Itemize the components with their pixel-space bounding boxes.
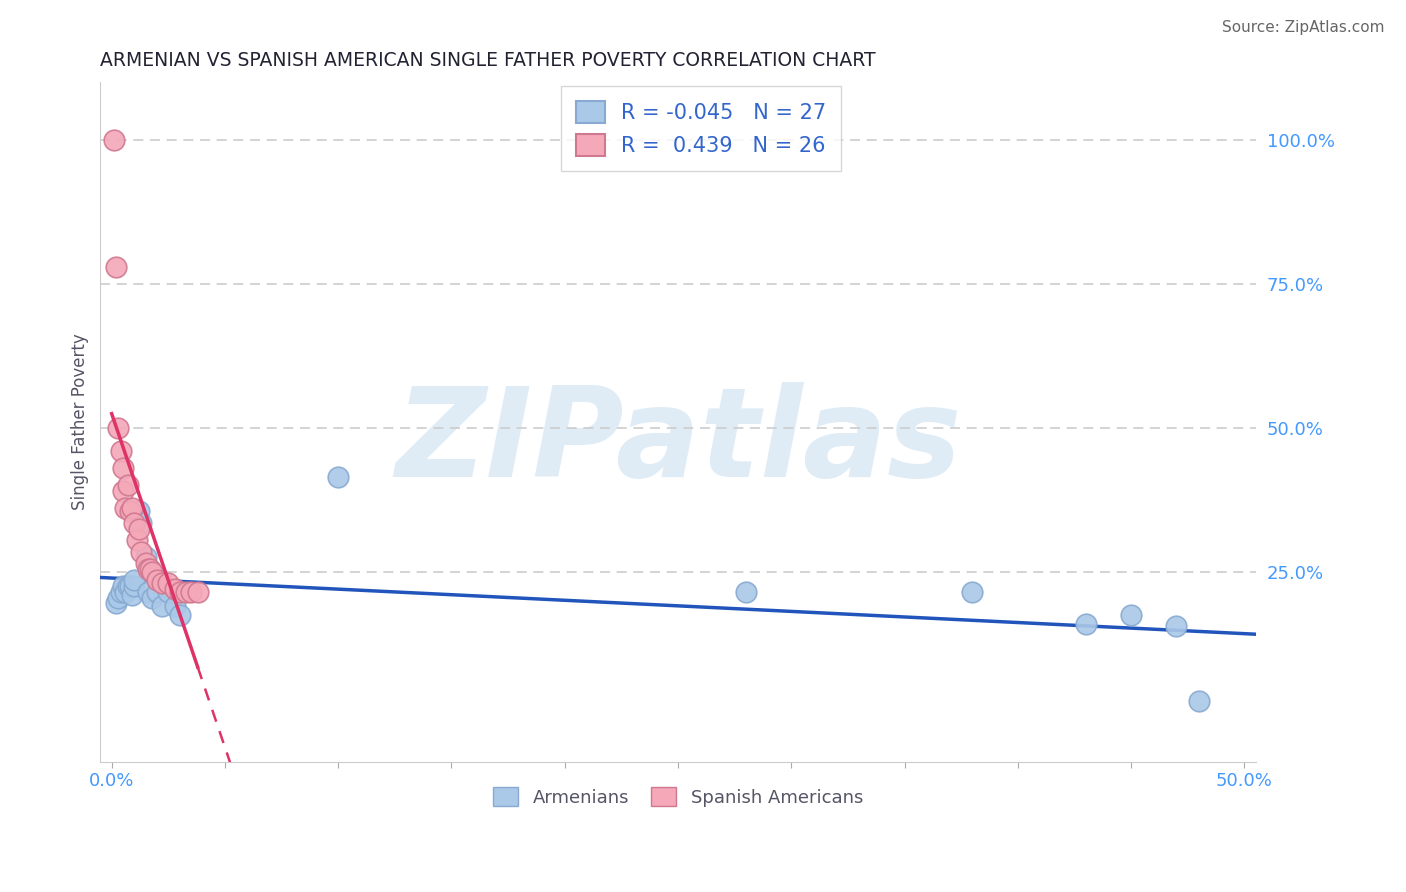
Point [105, 596, 128, 610]
Point [105, 260, 128, 274]
Point [962, 585, 984, 599]
Point [125, 533, 148, 547]
Point [129, 516, 152, 530]
Point [1074, 616, 1097, 631]
Legend: Armenians, Spanish Americans: Armenians, Spanish Americans [486, 780, 870, 814]
Point [135, 556, 157, 570]
Point [110, 443, 132, 458]
Point [187, 585, 209, 599]
Text: Source: ZipAtlas.com: Source: ZipAtlas.com [1222, 20, 1385, 35]
Point [128, 504, 150, 518]
Point [176, 585, 198, 599]
Point [1188, 694, 1211, 708]
Point [128, 522, 150, 536]
Point [141, 591, 163, 605]
Point [1166, 619, 1188, 633]
Point [169, 607, 191, 622]
Text: ZIPatlas: ZIPatlas [395, 382, 962, 503]
Point [157, 585, 180, 599]
Point [107, 591, 129, 605]
Point [114, 585, 136, 599]
Point [124, 516, 146, 530]
Point [118, 504, 141, 518]
Point [124, 574, 146, 588]
Point [146, 574, 169, 588]
Point [114, 501, 136, 516]
Point [136, 585, 159, 599]
Point [165, 582, 187, 596]
Point [150, 599, 173, 614]
Point [111, 579, 134, 593]
Point [1119, 607, 1142, 622]
Point [111, 484, 134, 499]
Point [129, 544, 152, 558]
Point [124, 579, 146, 593]
Point [141, 565, 163, 579]
Point [118, 579, 141, 593]
Point [121, 501, 143, 516]
Point [111, 461, 134, 475]
Point [103, 133, 125, 147]
Point [169, 585, 191, 599]
Point [328, 469, 350, 483]
Point [735, 585, 758, 599]
Point [157, 576, 180, 591]
Point [146, 585, 169, 599]
Point [117, 579, 139, 593]
Point [117, 478, 139, 492]
Point [107, 421, 129, 435]
Y-axis label: Single Father Poverty: Single Father Poverty [72, 334, 89, 510]
Point [110, 585, 132, 599]
Point [135, 550, 157, 565]
Point [180, 585, 202, 599]
Point [136, 562, 159, 576]
Point [139, 562, 162, 576]
Text: ARMENIAN VS SPANISH AMERICAN SINGLE FATHER POVERTY CORRELATION CHART: ARMENIAN VS SPANISH AMERICAN SINGLE FATH… [100, 51, 876, 70]
Point [150, 576, 173, 591]
Point [165, 599, 187, 614]
Point [121, 588, 143, 602]
